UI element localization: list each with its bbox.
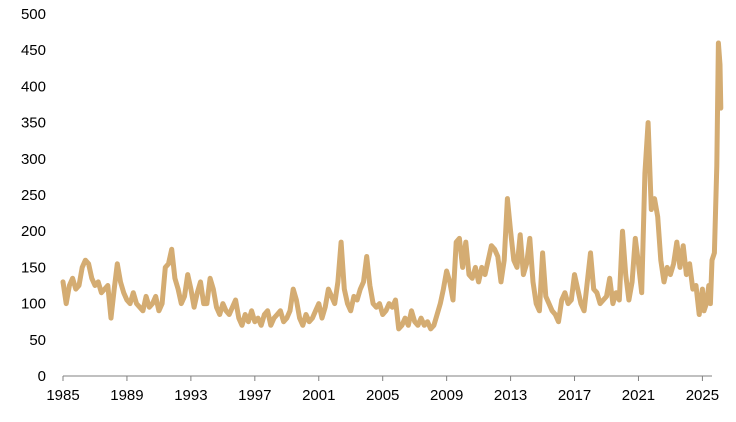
x-tick-label: 1985	[46, 387, 79, 404]
series-layer	[60, 40, 724, 332]
x-tick-label: 1989	[110, 387, 143, 404]
y-tick-label: 0	[38, 368, 46, 385]
y-tick-label: 450	[21, 42, 46, 59]
y-tick-label: 350	[21, 115, 46, 132]
x-tick-label: 2021	[622, 387, 655, 404]
y-tick-label: 250	[21, 187, 46, 204]
x-tick-label: 2025	[686, 387, 719, 404]
y-tick-label: 150	[21, 259, 46, 276]
y-tick-label: 50	[29, 332, 46, 349]
x-tick-label: 1997	[238, 387, 271, 404]
y-tick-label: 400	[21, 78, 46, 95]
x-tick-label: 2009	[430, 387, 463, 404]
y-tick-label: 100	[21, 296, 46, 313]
x-tick-label: 2005	[366, 387, 399, 404]
x-tick-label: 2001	[302, 387, 335, 404]
x-axis-ticks: 1985 1989 1993 1997 2001 2005 2009 2013 2017 2021…	[46, 376, 719, 404]
y-axis-ticks: 0 50 100 150 200 250 300 350 400 450 500	[21, 6, 46, 385]
x-tick-label: 1993	[174, 387, 207, 404]
y-tick-label: 500	[21, 6, 46, 23]
x-tick-label: 2017	[558, 387, 591, 404]
y-tick-label: 300	[21, 151, 46, 168]
x-tick-label: 2013	[494, 387, 527, 404]
y-tick-label: 200	[21, 223, 46, 240]
series-line	[60, 40, 724, 332]
